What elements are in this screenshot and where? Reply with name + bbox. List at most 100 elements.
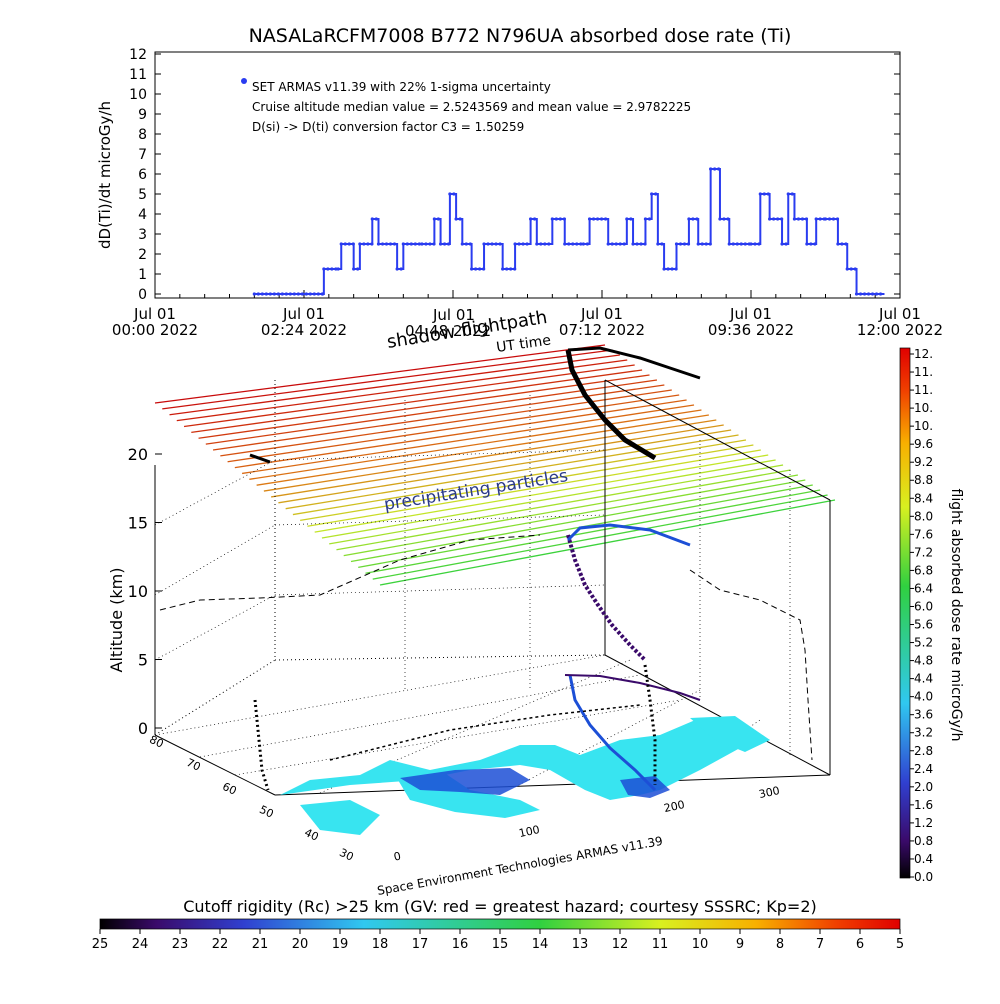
dose-point <box>718 217 722 221</box>
altitude-axis-label: Altitude (km) <box>107 568 126 673</box>
dose-point <box>308 292 312 296</box>
dose-point <box>743 242 747 246</box>
longitude-tick-label: 200 <box>663 798 686 815</box>
x-tick-label-bottom: 02:24 2022 <box>261 321 347 339</box>
dose-point <box>550 217 554 221</box>
plane-line <box>307 449 761 527</box>
y-tick-label: 0 <box>138 287 147 303</box>
dose-point <box>424 242 428 246</box>
right-colorbar-tick-label: 0.8 <box>914 834 933 848</box>
right-colorbar-tick-label: 9.2 <box>914 455 933 469</box>
dose-point <box>874 292 879 296</box>
y-tick-label: 5 <box>138 187 147 203</box>
dose-point <box>521 242 525 246</box>
dose-point <box>458 217 462 221</box>
dose-point <box>836 242 840 246</box>
dose-point <box>844 242 848 246</box>
dose-point <box>334 267 338 271</box>
dose-point <box>343 242 347 246</box>
dose-point <box>678 242 683 246</box>
legend-marker <box>241 78 247 84</box>
top-dose-series <box>252 167 885 296</box>
altitude-tick-label: 20 <box>128 445 148 464</box>
dose-point <box>796 217 801 221</box>
dose-point <box>587 217 592 221</box>
dose-point <box>409 242 413 246</box>
right-colorbar-tick-label: 9.6 <box>914 437 933 451</box>
dose-point <box>509 267 513 271</box>
dose-point <box>558 217 562 221</box>
dose-point <box>823 217 828 221</box>
dose-point <box>442 242 447 246</box>
dose-point <box>629 217 633 221</box>
plane-line <box>169 354 620 416</box>
dose-point <box>772 217 776 221</box>
dose-point <box>591 217 596 221</box>
plane-line <box>379 499 836 586</box>
dose-point <box>804 217 809 221</box>
dose-point <box>610 242 614 246</box>
dose-point <box>708 242 712 246</box>
dose-point <box>878 292 883 296</box>
dose-point <box>581 242 585 246</box>
dose-point <box>563 242 567 246</box>
dose-point <box>316 292 320 296</box>
dose-point <box>501 267 505 271</box>
right-colorbar-tick-label: 8.4 <box>914 491 933 505</box>
right-colorbar-label: flight absorbed dose rate microGy/h <box>948 489 964 742</box>
dose-point <box>470 267 474 271</box>
right-colorbar: 0.0 0.4 0.8 1.2 1.6 2.0 2.4 2.8 3.2 3.6 4.0 4.4 4.8 5… <box>899 347 964 884</box>
dose-point <box>351 242 355 246</box>
dose-point <box>660 242 664 246</box>
plane-line <box>249 409 702 480</box>
dose-point <box>392 242 397 246</box>
dose-point <box>567 242 571 246</box>
dose-point <box>256 292 260 296</box>
altitude-tick-label: 15 <box>128 514 148 533</box>
dose-point <box>639 242 643 246</box>
plane-line <box>263 419 717 492</box>
dose-point <box>682 242 687 246</box>
dose-point <box>835 217 840 221</box>
dose-point <box>674 242 679 246</box>
dose-point <box>800 217 805 221</box>
dose-point <box>635 242 639 246</box>
dose-point <box>529 217 533 221</box>
bottom-colorbar-tick-label: 14 <box>532 937 549 952</box>
plane-line <box>343 474 799 557</box>
dose-point <box>792 217 797 221</box>
dose-point <box>858 292 863 296</box>
dose-point <box>606 242 610 246</box>
y-tick-label: 9 <box>138 107 147 123</box>
dose-point <box>687 217 691 221</box>
dose-point <box>768 217 772 221</box>
dose-point <box>454 217 458 221</box>
right-colorbar-tick-label: 5.2 <box>914 636 933 650</box>
dose-point <box>547 242 551 246</box>
dose-point <box>575 242 579 246</box>
right-colorbar-tick-label: 0.0 <box>914 870 933 884</box>
dose-point <box>280 292 284 296</box>
bottom-colorbar: Cutoff rigidity (Rc) >25 km (GV: red = g… <box>92 897 904 952</box>
plane-line <box>198 374 650 439</box>
dose-point <box>650 192 654 196</box>
dose-point <box>662 267 666 271</box>
bottom-colorbar-tick-label: 22 <box>212 937 229 952</box>
latitude-ticks: 80 70 60 50 40 30 <box>147 733 355 864</box>
dose-point <box>726 217 730 221</box>
right-colorbar-tick-label: 10. <box>914 401 933 415</box>
plane-line <box>256 414 709 486</box>
x-tick-label-top: Jul 01 <box>580 305 623 323</box>
dose-point <box>814 217 818 221</box>
dose-point <box>585 242 589 246</box>
altitude-tick-label: 5 <box>138 651 148 670</box>
cutoff-rigidity-map <box>280 716 770 835</box>
dose-point <box>494 242 498 246</box>
plane-line <box>350 479 806 563</box>
right-colorbar-tick-label: 2.4 <box>914 762 933 776</box>
dose-point <box>490 242 494 246</box>
altitude-tick-label: 10 <box>128 582 148 601</box>
dose-point <box>643 217 648 221</box>
right-colorbar-tick-label: 3.6 <box>914 708 933 722</box>
